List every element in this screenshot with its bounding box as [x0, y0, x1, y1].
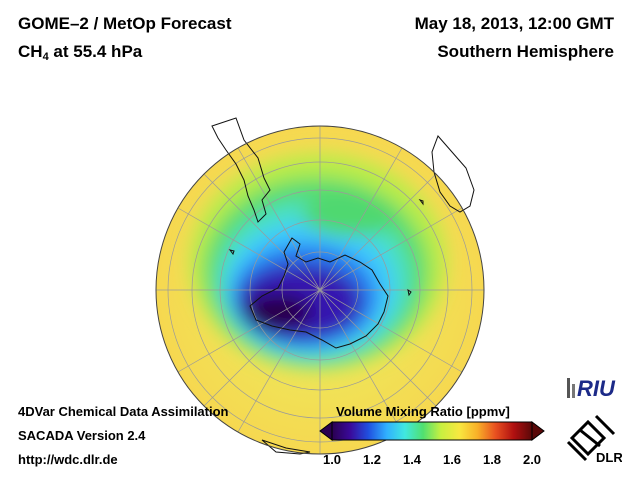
- coastlines: [211, 117, 475, 455]
- antarctica-outline: [249, 237, 389, 349]
- riu-logo-text: RIU: [577, 376, 616, 401]
- colorbar-left-arrow: [319, 421, 333, 441]
- africa-outline: [431, 135, 475, 213]
- colorbar: [319, 421, 545, 441]
- colorbar-tick: 1.4: [402, 452, 422, 467]
- dlr-logo-text: DLR: [596, 450, 622, 464]
- forecast-date: May 18, 2013, 12:00 GMT: [414, 14, 614, 33]
- colorbar-label: Volume Mixing Ratio [ppmv]: [336, 404, 510, 419]
- hemisphere-label: Southern Hemisphere: [437, 42, 614, 61]
- colorbar-right-arrow: [531, 421, 545, 441]
- footer-version: SACADA Version 2.4: [18, 428, 146, 443]
- footer-method: 4DVar Chemical Data Assimilation: [18, 404, 229, 419]
- species-subscript: 4: [42, 51, 49, 63]
- species-level: CH4 at 55.4 hPa: [18, 42, 142, 63]
- graticule: [156, 126, 484, 454]
- colorbar-tick: 1.6: [442, 452, 462, 467]
- dlr-logo: DLR: [566, 414, 622, 464]
- riu-logo: RIU: [567, 376, 616, 401]
- colorbar-tick: 1.0: [322, 452, 342, 467]
- pressure-level: at 55.4 hPa: [48, 42, 143, 61]
- colorbar-tick: 2.0: [522, 452, 542, 467]
- footer-url[interactable]: http://wdc.dlr.de: [18, 452, 118, 467]
- colorbar-tick: 1.8: [482, 452, 502, 467]
- species-name: CH: [18, 42, 43, 61]
- colorbar-gradient: [331, 421, 533, 441]
- globe-rim: [155, 125, 485, 455]
- map-title: GOME–2 / MetOp Forecast: [18, 14, 232, 33]
- islands: [228, 199, 424, 297]
- south-america-outline: [211, 117, 271, 223]
- colorbar-tick: 1.2: [362, 452, 382, 467]
